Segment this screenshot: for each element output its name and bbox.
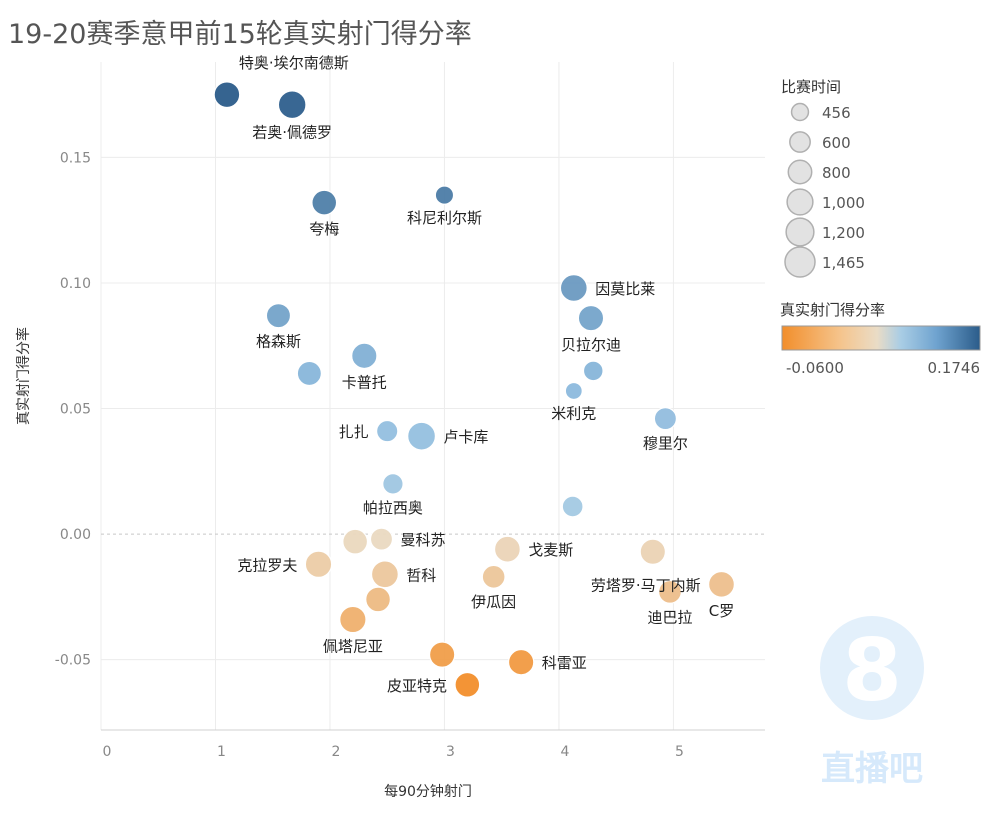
data-point [481, 564, 506, 589]
data-point [564, 381, 583, 401]
data-point [304, 550, 333, 578]
point-label: 科雷亚 [542, 654, 587, 672]
size-legend-label: 800 [822, 164, 851, 182]
color-legend-max-label: 0.1746 [928, 359, 981, 377]
watermark-digit: 8 [842, 621, 902, 721]
data-point [561, 495, 584, 518]
x-tick-label: 0 [103, 744, 112, 760]
size-legend-label: 1,000 [822, 194, 865, 212]
grid [100, 62, 765, 730]
size-legend-swatch [789, 131, 811, 153]
data-point [507, 648, 535, 676]
data-point [342, 528, 369, 555]
data-point [351, 342, 378, 370]
point-label: 帕拉西奥 [363, 499, 423, 517]
x-tick-label: 2 [332, 744, 341, 760]
size-legend-swatch [787, 159, 813, 185]
point-label: 迪巴拉 [647, 608, 692, 626]
point-label: 夸梅 [309, 220, 339, 238]
point-label: 卡普托 [342, 373, 387, 391]
data-point [277, 90, 307, 120]
data-point [434, 185, 455, 205]
watermark-logo: 8 直播吧 [820, 616, 924, 789]
x-tick-label: 4 [560, 744, 569, 760]
y-axis-label: 真实射门得分率 [15, 327, 32, 425]
point-label: 卢卡库 [443, 428, 488, 446]
x-tick-label: 1 [217, 744, 226, 760]
color-legend-title: 真实射门得分率 [780, 301, 885, 319]
data-point [339, 605, 367, 634]
point-label: 哲科 [406, 566, 436, 584]
data-point [639, 538, 667, 565]
point-label: 科尼利尔斯 [407, 209, 482, 227]
y-tick-label: 0.10 [60, 276, 91, 292]
size-legend-swatch [790, 102, 810, 122]
y-tick-label: 0.00 [60, 527, 91, 543]
size-legend-label: 1,465 [822, 254, 865, 272]
chart-title: 19-20赛季意甲前15轮真实射门得分率 [8, 19, 472, 50]
data-point [559, 274, 588, 303]
point-label: 特奥·埃尔南德斯 [239, 54, 349, 72]
y-tick-label: 0.05 [60, 402, 91, 418]
point-label: 克拉罗夫 [237, 556, 297, 574]
y-tick-label: -0.05 [55, 653, 91, 669]
data-point [365, 586, 391, 613]
point-label: 格森斯 [256, 333, 301, 351]
point-label: 劳塔罗·马丁内斯 [591, 576, 701, 594]
point-label: 穆里尔 [643, 435, 688, 453]
size-legend-swatch [784, 246, 816, 278]
data-point [382, 473, 404, 495]
data-point [213, 81, 241, 109]
x-axis-label: 每90分钟射门 [384, 783, 472, 800]
data-point [265, 303, 292, 329]
data-point [370, 560, 399, 589]
size-legend: 比赛时间 456 600 800 1,000 1,200 1,465 [781, 78, 865, 278]
data-point [582, 360, 604, 382]
size-legend-swatch [786, 188, 814, 216]
color-legend-bar [781, 325, 981, 351]
color-legend: 真实射门得分率 -0.0600 0.1746 [780, 301, 981, 377]
point-label: 因莫比莱 [595, 280, 655, 298]
data-point [369, 527, 394, 551]
data-points [213, 81, 735, 698]
point-label: C罗 [709, 602, 734, 620]
size-legend-title: 比赛时间 [781, 78, 841, 96]
point-label: 米利克 [551, 404, 596, 422]
size-legend-label: 1,200 [822, 224, 865, 242]
color-legend-min-label: -0.0600 [786, 359, 844, 377]
point-label: 伊瓜因 [471, 593, 516, 611]
point-label: 佩塔尼亚 [323, 638, 383, 656]
data-point [577, 304, 605, 332]
data-point [296, 360, 322, 387]
data-point [708, 570, 735, 598]
x-tick-label: 5 [675, 744, 684, 760]
point-label: 曼科苏 [400, 531, 445, 549]
point-label: 扎扎 [339, 423, 369, 441]
x-tick-label: 3 [446, 744, 455, 760]
data-point [653, 406, 678, 431]
point-label: 皮亚特克 [387, 677, 447, 695]
data-point [311, 189, 338, 216]
y-tick-label: 0.15 [60, 150, 91, 166]
point-label: 戈麦斯 [528, 541, 573, 559]
data-point [454, 671, 481, 698]
size-legend-label: 600 [822, 134, 851, 152]
point-label: 贝拉尔迪 [561, 336, 621, 354]
axes: 0 1 2 3 4 5 -0.05 0.00 0.05 0.10 0.15 每90分钟射门 真实射门得分… [15, 150, 765, 800]
data-point [428, 641, 456, 668]
watermark-text: 直播吧 [821, 749, 923, 789]
data-point [375, 419, 399, 443]
data-point [493, 535, 521, 563]
size-legend-label: 456 [822, 104, 851, 122]
data-point [407, 421, 437, 451]
size-legend-swatch [785, 217, 815, 247]
data-point [658, 579, 682, 604]
point-label: 若奥·佩德罗 [252, 123, 332, 141]
